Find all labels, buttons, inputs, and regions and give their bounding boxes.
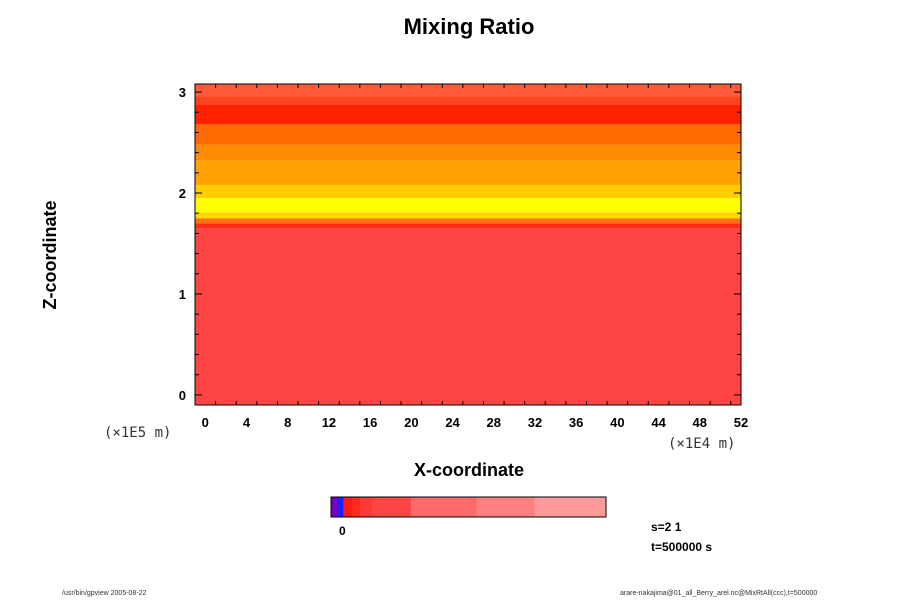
colorbar-swatch: [337, 497, 344, 517]
contour-band-3: [195, 212, 741, 219]
x-tick-label: 12: [322, 415, 336, 430]
contour-band-9: [195, 104, 741, 125]
contour-band-6: [195, 160, 741, 185]
x-tick-label: 36: [569, 415, 583, 430]
x-tick-label: 28: [487, 415, 501, 430]
x-tick-label: 24: [445, 415, 460, 430]
contour-band-0: [195, 228, 741, 405]
colorbar-swatch: [534, 497, 607, 517]
x-tick-label: 8: [284, 415, 291, 430]
colorbar-swatch: [343, 497, 353, 517]
contour-band-4: [195, 198, 741, 213]
info-t: t=500000 s: [651, 540, 713, 554]
x-tick-label: 20: [404, 415, 418, 430]
x-tick-label: 52: [734, 415, 748, 430]
x-tick-label: 40: [610, 415, 624, 430]
contour-band-10: [195, 96, 741, 105]
contour-band-5: [195, 184, 741, 199]
x-tick-label: 44: [651, 415, 666, 430]
x-tick-label: 16: [363, 415, 377, 430]
plot-frame: [194, 83, 742, 406]
colorbar-swatch: [410, 497, 478, 517]
y-tick-label: 1: [179, 287, 186, 302]
colorbar-label: 0: [339, 524, 346, 538]
y-tick-label: 0: [179, 388, 186, 403]
x-tick-label: 48: [693, 415, 707, 430]
chart-title: Mixing Ratio: [403, 14, 535, 39]
contour-band-7: [195, 144, 741, 161]
info-s: s=2 1: [651, 520, 682, 534]
x-axis-unit: (×1E4 m): [668, 436, 736, 452]
x-axis-label: X-coordinate: [413, 460, 524, 480]
colorbar-frame: [330, 496, 607, 518]
contour-band-11: [195, 84, 741, 97]
contour-band-8: [195, 124, 741, 145]
y-axis-unit: (×1E5 m): [104, 425, 172, 441]
colorbar-swatch: [331, 497, 339, 517]
x-tick-label: 0: [202, 415, 209, 430]
x-tick-label: 32: [528, 415, 542, 430]
colorbar-swatch: [351, 497, 361, 517]
footer-right: arare-nakajima@01_all_Berry_arel.nc@MixR…: [620, 590, 818, 597]
colorbar-swatch: [476, 497, 535, 517]
y-tick-label: 3: [179, 85, 186, 100]
footer-left: /usr/bin/gpview 2005-08-22: [62, 590, 147, 597]
y-axis-label: Z-coordinate: [40, 200, 60, 310]
y-tick-label: 2: [179, 186, 186, 201]
contour-band-1: [195, 223, 741, 229]
contour-band-2: [195, 218, 741, 224]
colorbar-swatch: [359, 497, 373, 517]
x-tick-label: 4: [243, 415, 251, 430]
colorbar-swatch: [372, 497, 412, 517]
